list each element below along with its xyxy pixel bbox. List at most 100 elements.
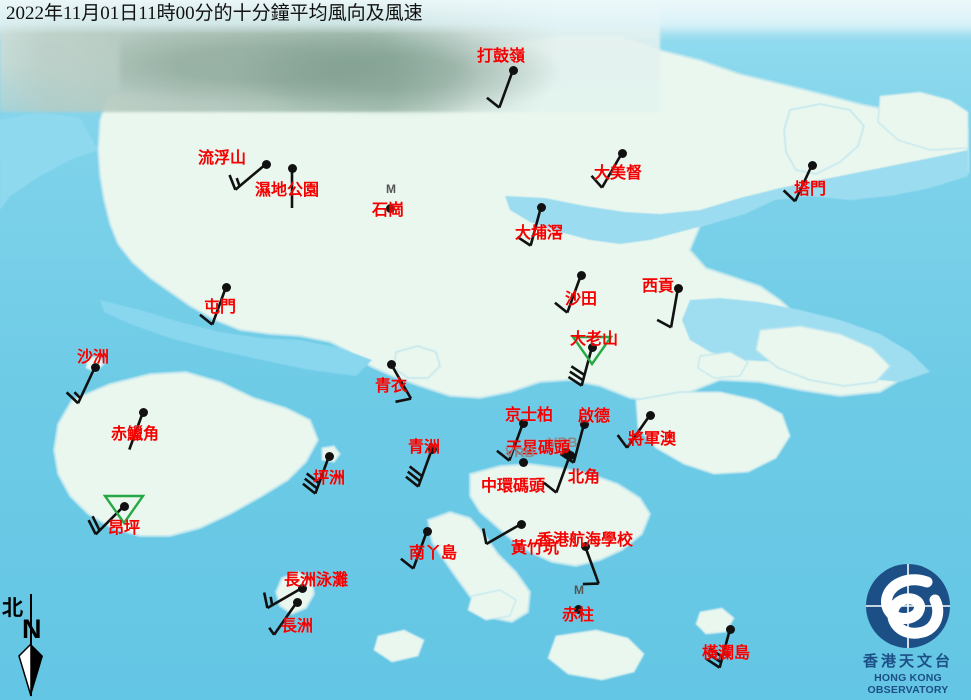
gale-warning-triangle-icon xyxy=(570,335,614,367)
wind-barb-icon xyxy=(65,366,97,405)
wind-barb-icon xyxy=(128,411,145,451)
hko-emblem-icon xyxy=(866,564,950,648)
hko-logo: 香港天文台 HONG KONG OBSERVATORY xyxy=(845,562,971,698)
station-name-label: 屯門 xyxy=(204,299,237,316)
wind-barb-icon xyxy=(554,274,583,314)
station-dot xyxy=(287,163,297,173)
wind-barb-icon xyxy=(481,522,522,546)
wind-barb-icon xyxy=(656,287,680,329)
station-dot xyxy=(725,624,735,634)
wind-barb-icon xyxy=(302,455,331,495)
top-haze-band xyxy=(0,0,971,34)
station-name-label: 西貢 xyxy=(642,278,675,295)
station-name-label: 京士柏 xyxy=(505,407,554,424)
station-dot xyxy=(617,148,627,158)
station-dot xyxy=(138,407,148,417)
station-name-label: 赤鱲角 xyxy=(111,426,160,443)
station-dot xyxy=(427,444,437,454)
wind-barb-icon xyxy=(567,346,594,387)
station-dot xyxy=(587,342,597,352)
wind-barb-icon xyxy=(262,586,303,610)
wind-barb-icon xyxy=(516,206,543,247)
station-dot xyxy=(518,418,528,428)
wind-barb-icon xyxy=(496,422,525,462)
land-clearwater-bay xyxy=(635,391,791,475)
station-name-label: 北角 xyxy=(568,469,601,486)
land-hong-kong-island xyxy=(469,462,652,568)
station-name-label: 沙洲 xyxy=(77,349,110,366)
station-dot xyxy=(673,283,683,293)
land-sk-islet-2 xyxy=(697,351,749,379)
land-sai-kung-islands xyxy=(755,325,892,387)
station-name-label: 石崗 xyxy=(372,202,405,219)
land-lamma-south xyxy=(373,629,425,663)
station-dot xyxy=(518,457,528,467)
station-dot xyxy=(422,526,432,536)
station-dot xyxy=(324,451,334,461)
station-name-label: 赤柱 xyxy=(562,607,595,624)
compass-rose: 北 N xyxy=(2,592,62,698)
station-dot xyxy=(119,501,129,511)
water-tolo-harbour xyxy=(505,150,968,244)
station-name-label: 長洲 xyxy=(281,618,314,635)
station-name-label: 香港航海學校 xyxy=(537,532,634,549)
station-dot xyxy=(292,597,302,607)
station-dot xyxy=(536,202,546,212)
station-dot xyxy=(807,160,817,170)
land-tap-mun xyxy=(783,103,865,175)
compass-label-cn: 北 xyxy=(2,596,23,620)
land-tsing-yi xyxy=(393,345,441,379)
station-dot xyxy=(90,362,100,372)
wind-barb-icon xyxy=(199,286,228,326)
wind-barb-icon xyxy=(486,69,515,109)
station-name-label: 塔門 xyxy=(794,181,827,198)
station-name-label: 黃竹坑 xyxy=(511,540,560,557)
land-po-toi xyxy=(547,629,645,681)
compass-needle-icon xyxy=(18,594,43,697)
station-name-label: 大美督 xyxy=(594,165,643,182)
station-name-label: 南丫島 xyxy=(409,545,458,562)
station-dot xyxy=(516,519,526,529)
station-missing-flag: M xyxy=(386,182,396,196)
station-name-label: 大埔滘 xyxy=(515,225,564,242)
station-name-label: 沙田 xyxy=(565,291,598,308)
station-name-label: 打鼓嶺 xyxy=(477,48,526,65)
station-name-label: 長洲泳灘 xyxy=(284,572,349,589)
station-dot xyxy=(579,419,589,429)
wind-barb-icon xyxy=(582,545,600,586)
station-name-label: 天星碼頭 xyxy=(506,440,571,457)
station-dot xyxy=(565,450,575,460)
water-tuen-mun-bay xyxy=(100,300,372,376)
wind-barb-icon xyxy=(782,164,814,203)
station-name-label: 啟德 xyxy=(578,408,611,425)
station-name-label: 青衣 xyxy=(375,378,408,395)
wind-barb-icon xyxy=(543,454,572,494)
land-lantau-island xyxy=(52,370,320,537)
station-dot xyxy=(221,282,231,292)
wind-barb-icon xyxy=(405,448,434,488)
station-dot xyxy=(261,159,271,169)
wind-barb-icon xyxy=(705,628,732,669)
land-ne-islets xyxy=(877,91,969,151)
water-deep-bay xyxy=(0,112,98,210)
hko-logo-en: HONG KONG OBSERVATORY xyxy=(867,672,949,696)
wind-barb-icon xyxy=(290,168,294,208)
station-dot xyxy=(576,270,586,280)
page-title: 2022年11月01日11時00分的十分鐘平均風向及風速 xyxy=(6,3,423,24)
station-dot xyxy=(645,410,655,420)
station-dot xyxy=(508,65,518,75)
hko-logo-cn: 香港天文台 xyxy=(862,654,953,670)
station-variable-wind-flag: VRB xyxy=(505,444,535,460)
land-south-islet-1 xyxy=(467,589,517,621)
station-name-label: 昂坪 xyxy=(108,520,141,537)
wind-barb-icon xyxy=(616,414,652,449)
station-name-label: 橫瀾島 xyxy=(702,645,751,662)
station-variable-wind-flag: VRB xyxy=(548,434,578,450)
station-dot xyxy=(386,359,396,369)
station-name-label: 中環碼頭 xyxy=(481,478,546,495)
station-dot xyxy=(385,203,395,213)
wind-barb-icon xyxy=(389,363,413,404)
station-name-label: 坪洲 xyxy=(313,470,346,487)
